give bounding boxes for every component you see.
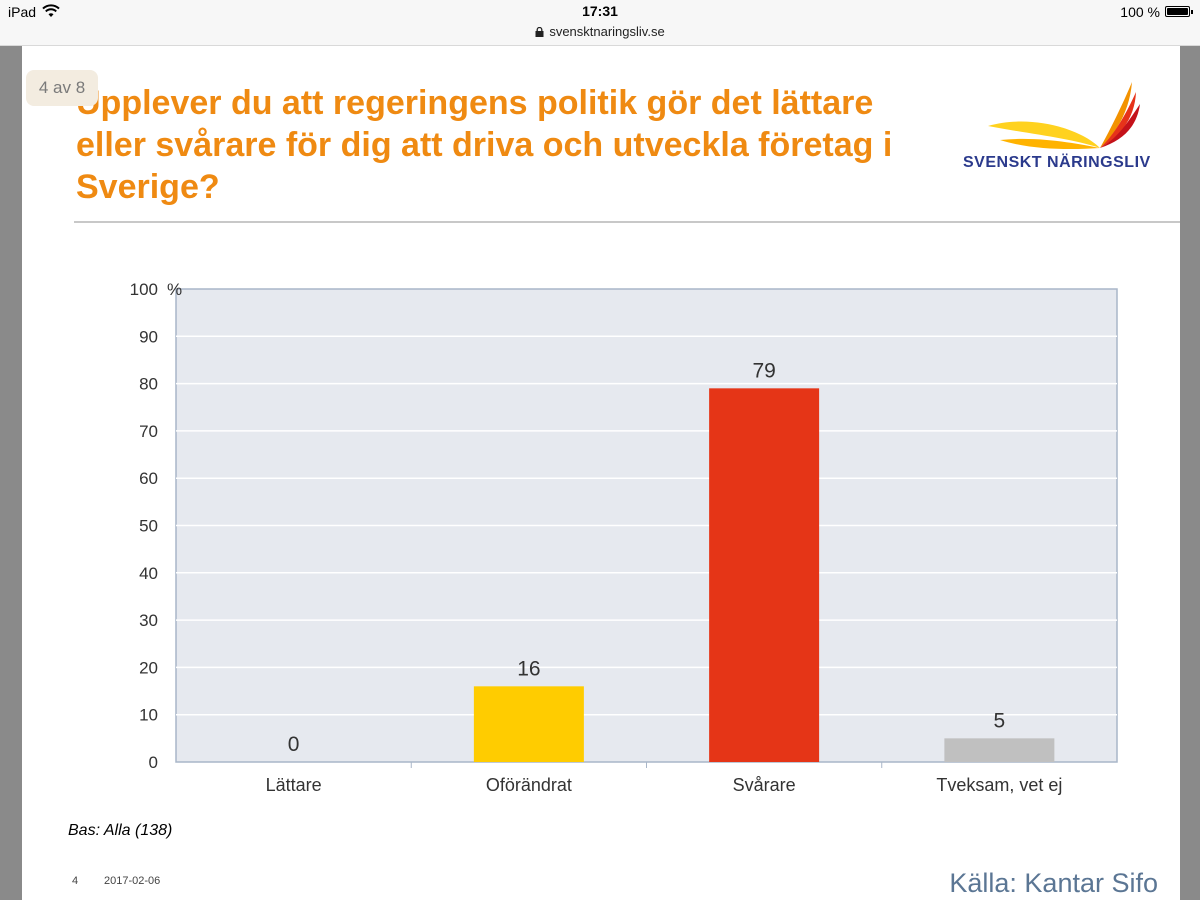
clock: 17:31 xyxy=(582,3,618,19)
x-category-label: Tveksam, vet ej xyxy=(936,775,1062,795)
y-tick-label: 0 xyxy=(149,753,158,772)
title-divider xyxy=(74,221,1180,223)
address-bar[interactable]: svensktnaringsliv.se xyxy=(0,24,1200,39)
y-tick-label: 90 xyxy=(139,327,158,346)
url-text: svensktnaringsliv.se xyxy=(549,24,665,39)
battery-icon xyxy=(1165,6,1193,17)
y-tick-label: 30 xyxy=(139,611,158,630)
y-tick-label: 20 xyxy=(139,658,158,677)
y-tick-label: 50 xyxy=(139,517,158,536)
y-tick-label: 60 xyxy=(139,469,158,488)
viewer-frame-left xyxy=(0,46,22,900)
data-label: 0 xyxy=(288,733,300,756)
logo-wordmark: SVENSKT NÄRINGSLIV xyxy=(963,154,1151,171)
bar-tveksam-vet-ej xyxy=(944,738,1055,762)
footer-page-number: 4 xyxy=(72,875,79,887)
lock-icon xyxy=(535,27,544,37)
page-indicator: 4 av 8 xyxy=(26,70,98,106)
y-tick-label: 10 xyxy=(139,706,158,725)
device-name: iPad xyxy=(8,4,37,20)
y-tick-label: 80 xyxy=(139,375,158,394)
basis-note: Bas: Alla (138) xyxy=(68,822,173,839)
viewer-frame-right xyxy=(1180,46,1200,900)
y-tick-label: 100 xyxy=(130,280,158,299)
status-bar: iPad 17:31 svensktnaringsliv.se 100 % xyxy=(0,0,1200,46)
data-label: 79 xyxy=(752,359,775,382)
y-axis-unit: % xyxy=(167,280,182,299)
slide-title: Upplever du att regeringens politik gör … xyxy=(76,84,893,206)
footer-date: 2017-02-06 xyxy=(104,875,161,887)
y-tick-label: 40 xyxy=(139,564,158,583)
bar-chart: 0 10 20 30 40 50 60 70 80 90 100 % 0 Lättare 16 Oföränd… xyxy=(130,280,1118,795)
source-note: Källa: Kantar Sifo xyxy=(949,868,1158,898)
y-tick-label: 70 xyxy=(139,422,158,441)
wifi-icon xyxy=(42,4,60,17)
bar-svårare xyxy=(709,388,820,762)
svenskt-naringsliv-logo-icon xyxy=(988,82,1140,150)
x-category-label: Svårare xyxy=(733,775,796,795)
x-category-label: Oförändrat xyxy=(486,775,572,795)
data-label: 5 xyxy=(994,709,1006,732)
battery-percent: 100 % xyxy=(1120,4,1160,20)
x-category-label: Lättare xyxy=(266,775,322,795)
bar-oförändrat xyxy=(473,686,584,762)
data-label: 16 xyxy=(517,657,540,680)
